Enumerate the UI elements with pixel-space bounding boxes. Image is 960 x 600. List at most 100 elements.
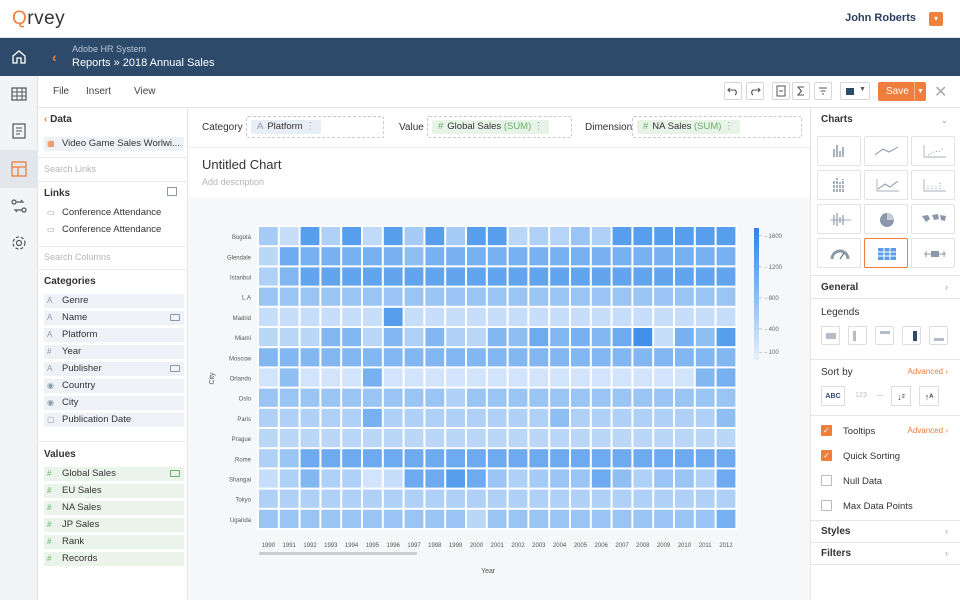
heatmap-cell[interactable] [404, 328, 424, 347]
option-checkbox[interactable]: ✓ [821, 450, 832, 461]
heatmap-cell[interactable] [300, 449, 320, 468]
heatmap-cell[interactable] [321, 509, 341, 528]
heatmap-cell[interactable] [363, 489, 382, 508]
sort-abc-button[interactable]: ABC [821, 386, 845, 406]
heatmap-cell[interactable] [300, 227, 320, 246]
heatmap-cell[interactable] [695, 368, 715, 387]
heatmap-cell[interactable] [612, 307, 632, 326]
heatmap-cell[interactable] [404, 408, 424, 427]
heatmap-cell[interactable] [550, 388, 569, 407]
heatmap-cell[interactable] [571, 307, 590, 326]
heatmap-cell[interactable] [383, 368, 403, 387]
chart-type-gauge[interactable] [817, 238, 861, 268]
heatmap-cell[interactable] [425, 489, 445, 508]
chevron-right-icon[interactable]: › [945, 282, 948, 292]
heatmap-cell[interactable] [467, 388, 486, 407]
heatmap-cell[interactable] [675, 247, 694, 266]
heatmap-cell[interactable] [695, 307, 715, 326]
export-button[interactable] [772, 82, 790, 100]
chart-description-input[interactable]: Add description [202, 177, 265, 187]
heatmap-cell[interactable] [591, 307, 611, 326]
filter-button[interactable] [814, 82, 832, 100]
heatmap-cell[interactable] [487, 287, 507, 306]
heatmap-cell[interactable] [446, 328, 465, 347]
heatmap-cell[interactable] [279, 449, 299, 468]
heatmap-cell[interactable] [342, 429, 361, 448]
heatmap-cell[interactable] [425, 307, 445, 326]
heatmap-cell[interactable] [571, 227, 590, 246]
heatmap-cell[interactable] [529, 328, 549, 347]
close-icon[interactable]: ✕ [934, 84, 948, 101]
category-field[interactable]: # Year [44, 345, 184, 359]
heatmap-cell[interactable] [695, 348, 715, 367]
heatmap-cell[interactable] [404, 449, 424, 468]
heatmap-cell[interactable] [612, 287, 632, 306]
heatmap-cell[interactable] [654, 328, 673, 347]
heatmap-cell[interactable] [550, 287, 569, 306]
heatmap-cell[interactable] [550, 509, 569, 528]
heatmap-cell[interactable] [529, 509, 549, 528]
heatmap-cell[interactable] [508, 388, 528, 407]
category-field[interactable]: A Name [44, 311, 184, 325]
heatmap-cell[interactable] [529, 247, 549, 266]
heatmap-cell[interactable] [571, 489, 590, 508]
heatmap-cell[interactable] [279, 328, 299, 347]
heatmap-cell[interactable] [529, 227, 549, 246]
heatmap-cell[interactable] [383, 307, 403, 326]
category-field[interactable]: A Genre [44, 294, 184, 308]
heatmap-cell[interactable] [550, 469, 569, 488]
heatmap-cell[interactable] [633, 247, 653, 266]
heatmap-cell[interactable] [633, 287, 653, 306]
heatmap-cell[interactable] [259, 227, 278, 246]
heatmap-cell[interactable] [467, 348, 486, 367]
sort-123-button[interactable]: 123 [855, 392, 867, 399]
heatmap-cell[interactable] [259, 287, 278, 306]
heatmap-cell[interactable] [716, 267, 736, 286]
heatmap-cell[interactable] [467, 408, 486, 427]
heatmap-cell[interactable] [571, 429, 590, 448]
heatmap-cell[interactable] [279, 429, 299, 448]
heatmap-cell[interactable] [716, 469, 736, 488]
heatmap-cell[interactable] [383, 227, 403, 246]
legend-right-option[interactable] [902, 326, 921, 345]
heatmap-cell[interactable] [654, 247, 673, 266]
dimension-shelf[interactable]: # NA Sales (SUM) ⋮ [632, 116, 802, 138]
save-menu-chevron-icon[interactable]: ▼ [914, 82, 926, 101]
heatmap-cell[interactable] [363, 267, 382, 286]
heatmap-cell[interactable] [467, 267, 486, 286]
heatmap-cell[interactable] [695, 328, 715, 347]
heatmap-cell[interactable] [383, 348, 403, 367]
heatmap-cell[interactable] [612, 449, 632, 468]
heatmap-cell[interactable] [571, 328, 590, 347]
heatmap-cell[interactable] [300, 287, 320, 306]
tooltips-advanced-link[interactable]: Advanced › [907, 426, 948, 435]
heatmap-cell[interactable] [342, 469, 361, 488]
table-icon[interactable] [10, 85, 28, 103]
heatmap-cell[interactable] [716, 449, 736, 468]
chart-type-stacked-bar[interactable] [817, 170, 861, 200]
heatmap-cell[interactable] [383, 328, 403, 347]
heatmap-cell[interactable] [508, 247, 528, 266]
option-checkbox[interactable] [821, 500, 832, 511]
heatmap-cell[interactable] [654, 307, 673, 326]
heatmap-cell[interactable] [487, 429, 507, 448]
heatmap-cell[interactable] [383, 247, 403, 266]
heatmap-cell[interactable] [633, 509, 653, 528]
heatmap-cell[interactable] [654, 267, 673, 286]
heatmap-cell[interactable] [363, 227, 382, 246]
heatmap-cell[interactable] [383, 388, 403, 407]
chart-type-dot[interactable] [911, 170, 955, 200]
heatmap-cell[interactable] [654, 469, 673, 488]
heatmap-cell[interactable] [487, 489, 507, 508]
category-field[interactable]: A Publisher [44, 362, 184, 376]
heatmap-cell[interactable] [675, 469, 694, 488]
heatmap-cell[interactable] [675, 429, 694, 448]
heatmap-cell[interactable] [633, 307, 653, 326]
heatmap-cell[interactable] [612, 408, 632, 427]
heatmap-cell[interactable] [300, 267, 320, 286]
heatmap-cell[interactable] [404, 307, 424, 326]
heatmap-cell[interactable] [508, 368, 528, 387]
save-button[interactable]: Save ▼ [878, 82, 926, 101]
heatmap-cell[interactable] [300, 328, 320, 347]
heatmap-cell[interactable] [654, 388, 673, 407]
